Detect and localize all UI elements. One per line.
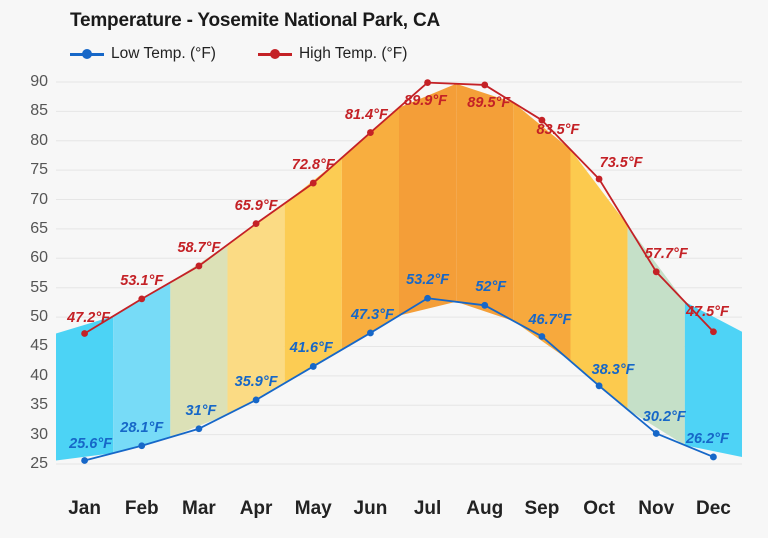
high-temp-label-oct: 73.5°F (599, 154, 643, 171)
high-temp-label-nov: 57.7°F (644, 245, 688, 262)
y-axis-tick: 60 (30, 249, 48, 267)
x-axis-tick-nov: Nov (638, 498, 675, 519)
data-point[interactable] (309, 363, 317, 370)
data-point[interactable] (710, 328, 717, 336)
low-temp-label-sep: 46.7°F (528, 312, 572, 329)
legend-item-high[interactable]: High Temp. (°F) (257, 45, 408, 63)
band-mar (170, 244, 228, 438)
x-axis-tick-sep: Sep (524, 498, 560, 519)
line-dot-marker-icon (257, 48, 292, 60)
line-dot-marker-icon (70, 48, 104, 60)
x-axis-tick-mar: Mar (182, 498, 216, 519)
series-line-high (83, 81, 715, 335)
y-axis-tick: 45 (30, 337, 48, 355)
low-temp-label-apr: 35.9°F (234, 373, 278, 390)
band-oct (570, 149, 628, 410)
y-axis-tick: 35 (30, 396, 48, 414)
y-axis: 25 30 35 40 45 50 55 60 65 70 75 80 85 90 (0, 0, 48, 538)
data-point[interactable] (367, 129, 374, 136)
low-temp-label-aug: 52°F (475, 279, 507, 296)
high-temp-label-feb: 53.1°F (120, 272, 164, 289)
x-axis-tick-jun: Jun (353, 498, 388, 519)
data-point[interactable] (81, 457, 88, 464)
high-temp-label-apr: 65.9°F (234, 197, 278, 214)
data-point[interactable] (538, 333, 546, 340)
band-jul (399, 83, 457, 316)
band-nov (627, 225, 685, 446)
data-point[interactable] (138, 442, 146, 450)
data-point[interactable] (252, 396, 260, 404)
x-axis-tick-dec: Dec (695, 498, 731, 519)
y-axis-tick: 40 (30, 366, 48, 384)
x-axis-tick-jan: Jan (68, 498, 101, 519)
band-sep (513, 102, 571, 362)
page-title: Temperature - Yosemite National Park, CA (70, 10, 441, 31)
data-point[interactable] (710, 453, 717, 461)
data-point[interactable] (367, 329, 374, 337)
low-temp-label-mar: 31°F (185, 402, 217, 419)
high-temp-label-may: 72.8°F (291, 157, 335, 174)
data-point[interactable] (595, 175, 603, 183)
low-temp-label-feb: 28.1°F (120, 419, 164, 436)
data-point[interactable] (481, 301, 489, 309)
series-line-low (83, 297, 715, 462)
high-temp-label-aug: 89.5°F (467, 94, 511, 111)
data-point[interactable] (652, 268, 660, 276)
x-axis-tick-aug: Aug (466, 498, 504, 519)
data-point[interactable] (424, 294, 431, 302)
y-axis-tick: 70 (30, 190, 48, 208)
y-axis-tick: 55 (30, 278, 48, 296)
legend-label-high: High Temp. (°F) (298, 45, 408, 62)
data-point[interactable] (138, 295, 146, 303)
y-axis-tick: 90 (30, 73, 48, 90)
data-point[interactable] (652, 430, 660, 437)
high-temp-label-jul: 89.9°F (404, 92, 448, 109)
band-aug (456, 83, 514, 321)
data-point[interactable] (595, 382, 603, 390)
band-jun (341, 107, 399, 350)
band-jan (56, 316, 114, 461)
x-axis-tick-oct: Oct (583, 498, 615, 519)
data-point[interactable] (195, 262, 203, 270)
y-axis-tick: 65 (30, 219, 48, 237)
low-temp-label-jun: 47.3°F (350, 306, 394, 323)
low-temp-label-may: 41.6°F (289, 340, 333, 357)
y-axis-tick: 80 (30, 131, 48, 149)
low-temp-label-jan: 25.6°F (69, 436, 113, 453)
data-point[interactable] (81, 330, 88, 337)
legend-item-low[interactable]: Low Temp. (°F) (70, 45, 216, 63)
band-apr (227, 203, 285, 415)
data-point[interactable] (309, 179, 317, 187)
band-may (284, 157, 342, 384)
high-temp-label-sep: 83.5°F (536, 122, 580, 139)
high-temp-label-mar: 58.7°F (177, 239, 221, 256)
x-axis-tick-may: May (294, 498, 332, 519)
x-axis-tick-apr: Apr (239, 498, 273, 519)
chart-legend: Low Temp. (°F) High Temp. (°F) (70, 42, 407, 66)
high-temp-label-jan: 47.2°F (67, 309, 111, 326)
x-axis-tick-jul: Jul (413, 498, 442, 519)
band-feb (113, 282, 171, 454)
y-axis-tick: 75 (30, 161, 48, 179)
band-dec (684, 301, 742, 457)
y-axis-tick: 50 (30, 308, 48, 326)
y-axis-tick: 25 (30, 455, 48, 472)
data-point[interactable] (424, 79, 431, 86)
data-point[interactable] (538, 116, 546, 124)
x-axis-tick-feb: Feb (124, 498, 159, 519)
data-point[interactable] (252, 220, 260, 228)
legend-label-low: Low Temp. (°F) (111, 45, 216, 62)
low-temp-label-jul: 53.2°F (406, 272, 450, 289)
low-temp-label-oct: 38.3°F (591, 361, 635, 378)
y-axis-tick: 85 (30, 102, 48, 120)
high-temp-label-dec: 47.5°F (685, 303, 729, 320)
low-temp-label-dec: 26.2°F (685, 430, 729, 447)
high-temp-label-jun: 81.4°F (344, 106, 388, 123)
data-point[interactable] (195, 425, 203, 433)
y-axis-tick: 30 (30, 425, 48, 443)
data-point[interactable] (481, 81, 489, 89)
low-temp-label-nov: 30.2°F (642, 409, 686, 426)
